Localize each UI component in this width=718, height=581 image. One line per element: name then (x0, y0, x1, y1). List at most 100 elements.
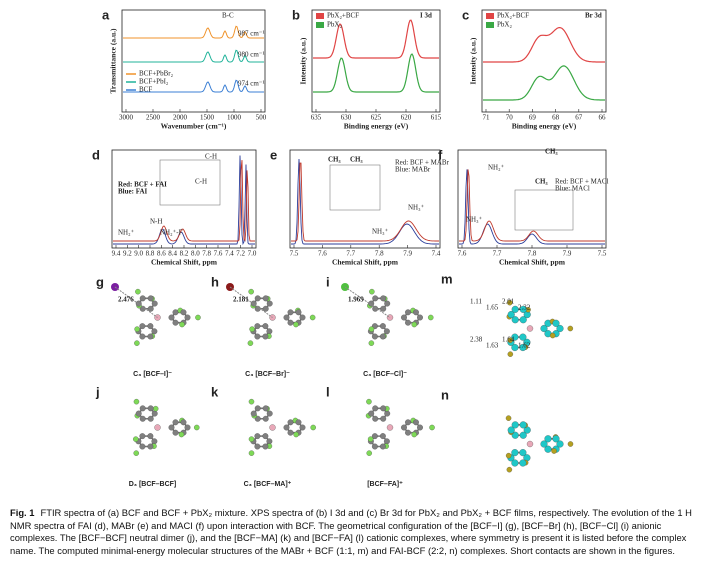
atom (266, 328, 273, 335)
atom (147, 443, 154, 450)
annotation: NH₃⁺ (372, 228, 389, 236)
atom (511, 316, 519, 324)
x-tick-label: 1000 (227, 114, 242, 122)
x-tick-label: 635 (311, 114, 322, 122)
plot-frame (121, 9, 266, 113)
atom (540, 440, 548, 448)
contact (344, 286, 391, 318)
atom (172, 429, 179, 436)
annotation: Blue: FAI (118, 188, 148, 196)
atom (429, 424, 435, 431)
spectrum-curve (313, 53, 439, 93)
complex-name: C₃ [BCF–MA]⁺ (244, 481, 292, 488)
legend-label: PbX₂ (497, 21, 512, 29)
inset-frame (514, 189, 574, 231)
x-tick-label: 620 (401, 114, 412, 122)
atom (367, 436, 374, 442)
atom (366, 450, 372, 456)
annotation: C-H (195, 178, 207, 186)
annotation: CH₃ (328, 156, 341, 164)
molecule (506, 299, 574, 357)
y-axis-label: Intensity (a.u.) (469, 37, 478, 84)
atom (519, 459, 527, 467)
plot-frame (481, 9, 607, 113)
atom (507, 426, 515, 434)
panel-label: k (211, 384, 219, 399)
atom (168, 314, 175, 321)
atom (369, 288, 375, 295)
atom (254, 295, 261, 302)
x-tick-label: 7.2 (236, 250, 245, 258)
atom (262, 433, 269, 440)
annotation: Red: BCF + MACl (555, 178, 609, 186)
atom (507, 337, 513, 343)
x-tick-label: 68 (552, 114, 560, 122)
atom (556, 440, 564, 448)
x-axis-label: Chemical Shift, ppm (151, 258, 218, 267)
x-tick-label: 2000 (173, 114, 188, 122)
spectrum-curve (483, 65, 605, 101)
atom (380, 305, 387, 312)
y-axis-label: Intensity (a.u.) (299, 37, 308, 84)
atom (371, 443, 378, 450)
annotation: CH₃ (350, 156, 363, 164)
y-axis-label: Transmittance (a.u.) (109, 28, 118, 94)
spectrum-curve (113, 155, 255, 246)
x-tick-label: 8.8 (146, 250, 155, 258)
x-tick-label: 500 (256, 114, 267, 122)
caption: Fig. 1 FTIR spectra of (a) BCF and BCF + … (10, 507, 710, 557)
x-tick-label: 7.5 (598, 250, 607, 258)
distance-label: 1.969 (348, 296, 364, 304)
annotation: NH₂⁺ (118, 229, 135, 237)
x-axis-label: Binding energy (eV) (512, 122, 577, 131)
x-tick-label: 67 (575, 114, 583, 122)
complex-name: C₃ [BCF–I]⁻ (133, 371, 172, 378)
annotation: Blue: MABr (395, 166, 431, 174)
atom (413, 419, 419, 426)
atom (405, 319, 411, 326)
atom (295, 419, 302, 426)
x-axis-label: Chemical Shift, ppm (499, 258, 566, 267)
atom (151, 328, 158, 335)
atom (139, 323, 146, 330)
atom (427, 314, 434, 321)
x-tick-label: 7.5 (290, 250, 299, 258)
atom (507, 311, 515, 319)
distance-label: 2.38 (470, 336, 483, 344)
atom (405, 309, 411, 316)
atom (380, 405, 387, 412)
atom (295, 309, 302, 316)
atom (266, 410, 273, 417)
atom (133, 450, 139, 456)
atom (384, 410, 391, 417)
x-tick-label: 7.9 (563, 250, 572, 258)
atom (179, 321, 185, 328)
panel-label: b (292, 7, 300, 22)
atom (139, 433, 146, 440)
atom (287, 319, 294, 326)
annotation: Blue: MACl (555, 185, 590, 193)
atom (505, 415, 512, 421)
atom (379, 443, 386, 450)
atom (519, 316, 527, 324)
atom (134, 326, 140, 332)
panel-label: a (102, 7, 110, 22)
x-tick-label: 625 (371, 114, 382, 122)
atom (283, 314, 290, 321)
x-tick-label: 7.6 (318, 250, 327, 258)
x-tick-label: 7.8 (375, 250, 384, 258)
panel-label: d (92, 147, 100, 162)
atom (526, 325, 534, 332)
atom (544, 445, 552, 453)
distance-label: 1.62 (518, 342, 531, 350)
atom (368, 300, 375, 307)
distance-label: 2.181 (233, 296, 249, 304)
spectrum-curve (123, 49, 264, 63)
distance-label: 1.63 (486, 342, 499, 350)
atom (549, 332, 556, 339)
x-axis-label: Binding energy (eV) (344, 122, 409, 131)
spectrum-curve (459, 169, 605, 242)
legend-swatch (316, 13, 324, 19)
annotation: B-C (222, 12, 234, 20)
